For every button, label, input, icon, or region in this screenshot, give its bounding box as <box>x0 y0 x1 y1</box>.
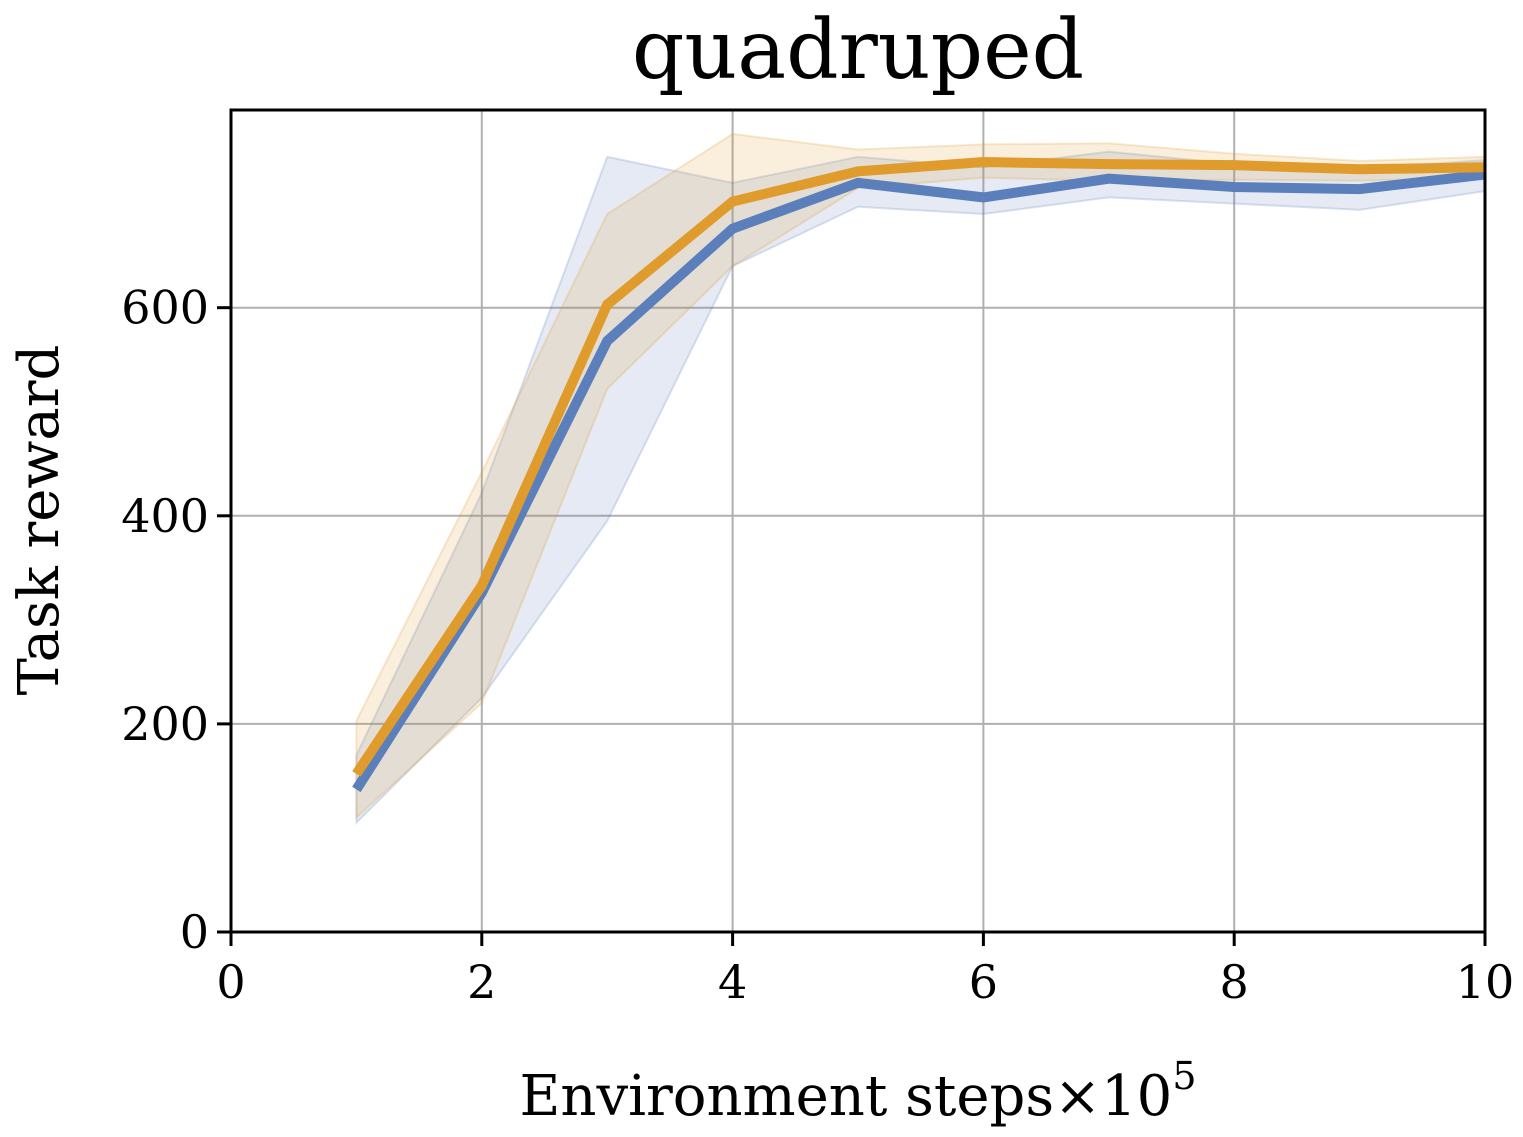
x-axis-label-multiplier: ×10 <box>1054 1064 1172 1129</box>
chart-title: quadruped <box>632 3 1084 98</box>
y-tick-label-0: 0 <box>180 905 209 959</box>
x-tick-label-1: 2 <box>467 955 496 1009</box>
x-axis-label: Environment steps×105 <box>520 1054 1197 1129</box>
series-lines <box>352 157 1486 793</box>
y-axis-label: Task reward <box>7 345 72 696</box>
x-tick-label-5: 10 <box>1456 955 1515 1009</box>
x-tick-label-3: 6 <box>969 955 998 1009</box>
y-tick-label-2: 400 <box>121 489 209 543</box>
plot-frame <box>229 108 1487 934</box>
y-tick-label-1: 200 <box>121 697 209 751</box>
series-0-line <box>352 169 1486 793</box>
series-1-line <box>352 157 1486 777</box>
grid <box>231 110 1485 932</box>
x-tick-label-2: 4 <box>718 955 747 1009</box>
y-tick-label-3: 600 <box>121 281 209 335</box>
x-axis-ticks: 0 2 4 6 8 10 <box>216 932 1514 1009</box>
x-axis-label-exponent: 5 <box>1172 1054 1196 1098</box>
x-axis-label-text: Environment steps <box>520 1064 1055 1129</box>
x-tick-label-4: 8 <box>1220 955 1249 1009</box>
x-tick-label-0: 0 <box>216 955 245 1009</box>
y-axis-ticks: 0 200 400 600 <box>121 281 231 959</box>
